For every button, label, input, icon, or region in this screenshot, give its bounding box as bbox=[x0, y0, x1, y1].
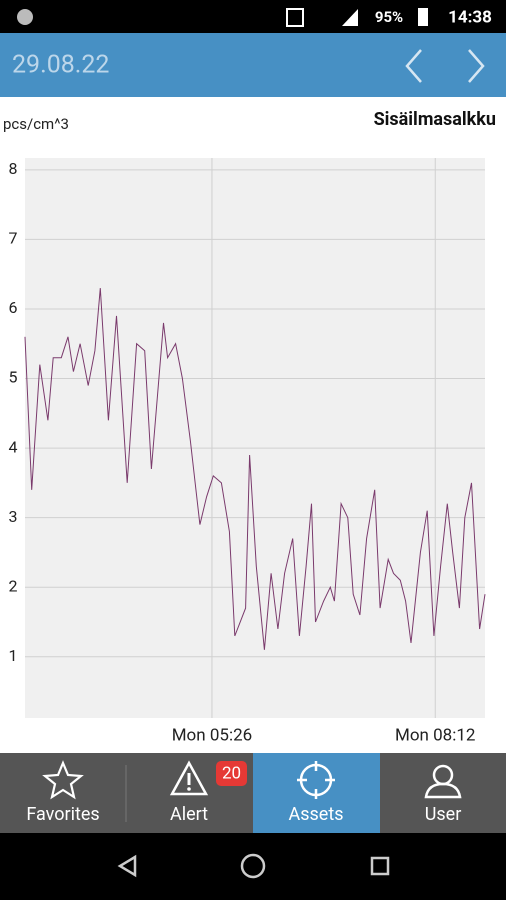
nav-label[interactable]: Favorites bbox=[26, 804, 99, 825]
data-line bbox=[24, 288, 486, 650]
next-button[interactable] bbox=[468, 49, 485, 83]
back-button[interactable] bbox=[117, 854, 137, 878]
chart-title: Sisäilmasalkku bbox=[374, 109, 496, 130]
alert-icon-dot bbox=[187, 787, 191, 791]
badge bbox=[216, 761, 247, 786]
date: 29.08.22 bbox=[12, 51, 110, 80]
signal-icon bbox=[342, 9, 358, 26]
battery-icon bbox=[418, 8, 428, 26]
x-tick-label: Mon 08:12 bbox=[395, 725, 475, 745]
system-nav bbox=[0, 833, 506, 900]
y-tick-label: 2 bbox=[9, 576, 18, 595]
y-tick-label: 3 bbox=[9, 507, 18, 526]
app-bar bbox=[0, 33, 506, 97]
status-icon bbox=[17, 9, 33, 25]
alert-icon bbox=[169, 760, 209, 796]
assets-icon-cross bbox=[297, 761, 335, 799]
badge-count: 20 bbox=[222, 763, 241, 783]
plot-area bbox=[25, 158, 485, 718]
recents-button[interactable] bbox=[370, 856, 390, 876]
x-tick-label: Mon 05:26 bbox=[172, 725, 252, 745]
home-button[interactable] bbox=[240, 853, 266, 879]
nfc-icon bbox=[286, 8, 304, 27]
clock: 14:38 bbox=[448, 7, 492, 27]
star-icon bbox=[42, 760, 84, 800]
y-tick-label: 4 bbox=[9, 437, 18, 456]
y-tick-label: 5 bbox=[9, 368, 18, 387]
nav-label[interactable]: Assets bbox=[288, 804, 343, 825]
status-bar bbox=[0, 0, 506, 33]
user-icon-body bbox=[424, 782, 462, 799]
y-tick-label: 6 bbox=[9, 298, 18, 317]
prev-button[interactable] bbox=[405, 49, 422, 83]
y-tick-label: 8 bbox=[9, 159, 18, 178]
y-tick-label: 7 bbox=[9, 229, 18, 248]
nav-label[interactable]: User bbox=[425, 804, 462, 825]
nav-label[interactable]: Alert bbox=[170, 804, 208, 825]
battery-text: 95% bbox=[375, 8, 403, 26]
chart: 1 2 3 4 5 6 7 8 Mon 05:26 Mon 08:12 bbox=[9, 158, 486, 745]
y-tick-label: 1 bbox=[9, 646, 18, 665]
y-axis-label: pcs/cm^3 bbox=[3, 115, 69, 133]
